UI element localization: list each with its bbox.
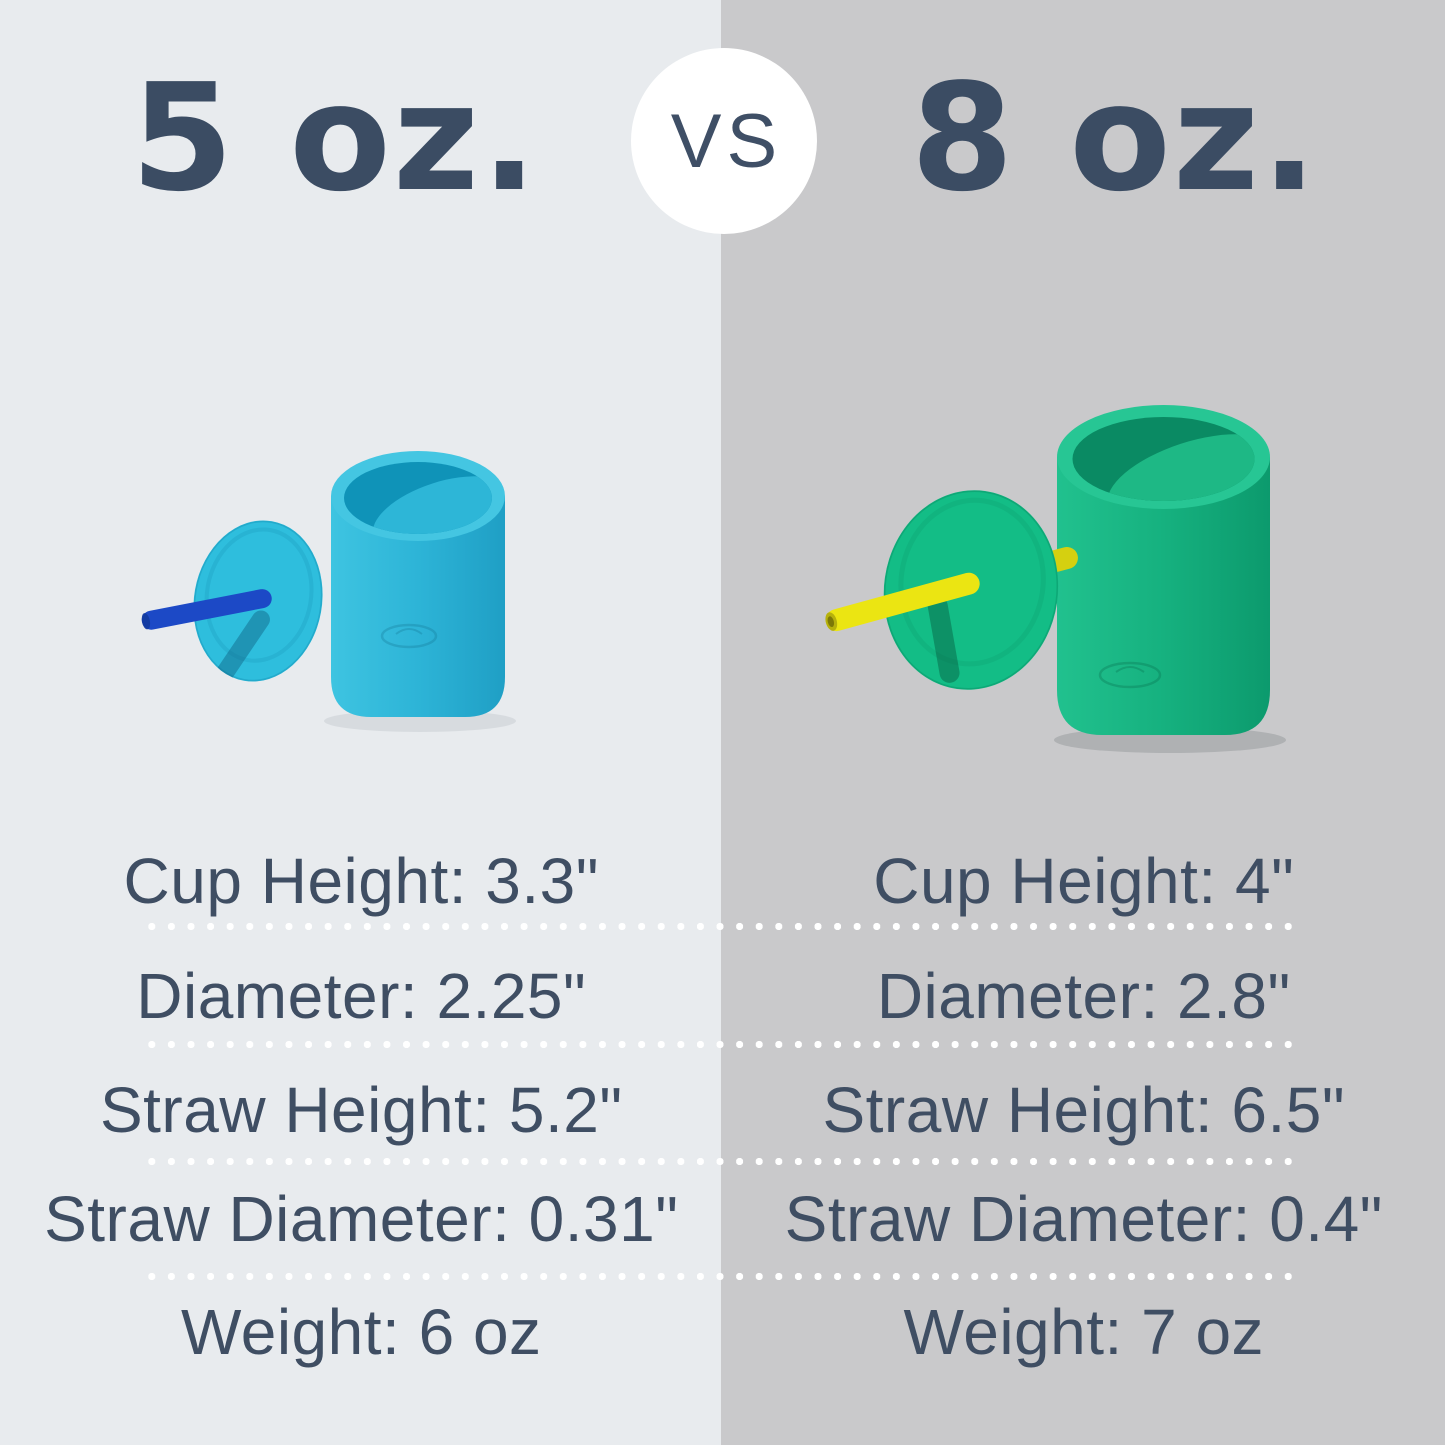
right-straw-height-spec: Straw Height: 6.5" — [822, 1074, 1346, 1146]
left-size-heading: 5 oz. — [130, 52, 540, 224]
spec-row-cup-height: Cup Height: 3.3" Cup Height: 4" — [0, 844, 1445, 918]
cup-opening-highlight — [1107, 434, 1255, 501]
left-diameter-spec: Diameter: 2.25" — [136, 960, 587, 1032]
straw — [825, 572, 980, 632]
right-weight-spec: Weight: 7 oz — [903, 1296, 1265, 1368]
embossed-brand-logo — [1098, 661, 1162, 689]
left-straw-diameter-spec: Straw Diameter: 0.31" — [44, 1183, 679, 1255]
cup-body — [331, 496, 505, 717]
right-size-heading: 8 oz. — [910, 52, 1320, 224]
right-cup-height-spec: Cup Height: 4" — [873, 845, 1295, 917]
straw-shadow — [208, 610, 270, 692]
left-cup-height-spec: Cup Height: 3.3" — [123, 845, 599, 917]
dotted-separator — [142, 922, 1300, 931]
vs-label: VS — [670, 98, 783, 184]
spec-row-straw-diameter: Straw Diameter: 0.31" Straw Diameter: 0.… — [0, 1182, 1445, 1256]
left-straw-height-spec: Straw Height: 5.2" — [99, 1074, 623, 1146]
dotted-separator — [142, 1040, 1300, 1049]
vs-badge: VS — [631, 48, 817, 234]
spec-row-diameter: Diameter: 2.25" Diameter: 2.8" — [0, 959, 1445, 1033]
left-weight-spec: Weight: 6 oz — [180, 1296, 542, 1368]
right-straw-diameter-spec: Straw Diameter: 0.4" — [784, 1183, 1383, 1255]
dotted-separator — [142, 1157, 1300, 1166]
straw — [141, 589, 272, 630]
straw-shadow — [927, 595, 960, 683]
cup-body — [1057, 457, 1270, 735]
five-oz-cup-image — [141, 451, 516, 732]
dotted-separator — [142, 1272, 1300, 1281]
embossed-brand-logo — [380, 623, 438, 649]
right-diameter-spec: Diameter: 2.8" — [876, 960, 1291, 1032]
eight-oz-cup-image — [825, 405, 1286, 753]
spec-row-weight: Weight: 6 oz Weight: 7 oz — [0, 1295, 1445, 1369]
spec-row-straw-height: Straw Height: 5.2" Straw Height: 6.5" — [0, 1073, 1445, 1147]
